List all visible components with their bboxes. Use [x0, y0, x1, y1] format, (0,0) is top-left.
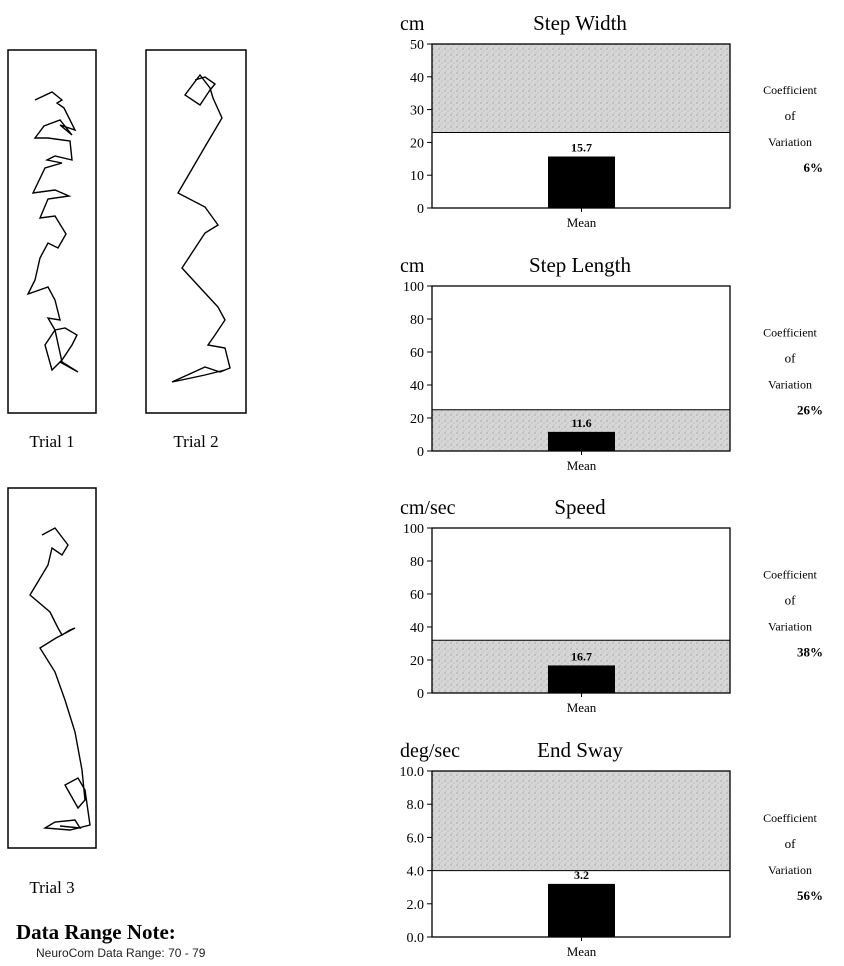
- x-tick-label: Mean: [567, 458, 597, 473]
- cv-label-line-2: of: [785, 836, 797, 851]
- y-tick-label: 30: [410, 104, 424, 119]
- cv-value: 6%: [804, 160, 824, 175]
- trial-1-label: Trial 1: [29, 432, 74, 451]
- cv-label-line-3: Variation: [768, 378, 812, 392]
- x-tick-label: Mean: [567, 700, 597, 715]
- trial-2-path: [171, 73, 231, 383]
- y-tick-label: 100: [403, 522, 424, 537]
- y-tick-label: 10.0: [400, 765, 425, 780]
- cv-label-line-1: Coefficient: [763, 568, 817, 582]
- chart-title: Speed: [554, 495, 606, 519]
- cv-value: 56%: [797, 888, 823, 903]
- normal-range-band: [432, 771, 730, 871]
- trial-2-frame: [145, 49, 247, 414]
- mean-bar: [548, 431, 615, 451]
- cv-label-line-1: Coefficient: [763, 326, 817, 340]
- cv-label-line-3: Variation: [768, 135, 812, 149]
- cv-value: 38%: [797, 645, 823, 660]
- y-tick-label: 50: [410, 38, 424, 53]
- mean-value-label: 16.7: [571, 649, 592, 663]
- mean-value-label: 11.6: [571, 416, 591, 430]
- y-tick-label: 40: [410, 71, 424, 86]
- mean-bar: [548, 665, 615, 693]
- y-tick-label: 80: [410, 555, 424, 570]
- cv-label-line-2: of: [785, 593, 797, 608]
- trial-3-panel: [7, 487, 97, 849]
- trial-3-label: Trial 3: [29, 878, 74, 897]
- chart-3: cm/sec Speed 16.7 0 20 40 60 80 100 Mean Coefficie…: [400, 495, 823, 715]
- chart-title: Step Width: [533, 11, 627, 35]
- y-tick-label: 60: [410, 588, 424, 603]
- trial-2-panel: [145, 49, 247, 414]
- chart-1: cm Step Width 15.7 0 10 20 30 40 50 Mean Coefficie…: [400, 11, 823, 230]
- y-tick-label: 80: [410, 313, 424, 328]
- x-tick-label: Mean: [567, 944, 597, 959]
- cv-label-line-3: Variation: [768, 620, 812, 634]
- chart-unit-label: cm: [400, 13, 425, 35]
- y-tick-label: 20: [410, 654, 424, 669]
- x-tick-label: Mean: [567, 215, 597, 230]
- cv-label-line-3: Variation: [768, 863, 812, 877]
- normal-range-band: [432, 44, 730, 133]
- chart-2: cm Step Length 11.6 0 20 40 60 80 100 Mean Coeffic…: [400, 253, 823, 473]
- gait-charts: cm Step Width 15.7 0 10 20 30 40 50 Mean Coefficie…: [400, 11, 824, 959]
- y-tick-label: 20: [410, 136, 424, 151]
- chart-unit-label: cm: [400, 255, 425, 277]
- y-tick-label: 100: [403, 280, 424, 295]
- cv-label-line-2: of: [785, 351, 797, 366]
- data-range-note-title: Data Range Note:: [16, 920, 176, 944]
- data-range-note-line: NeuroCom Data Range: 70 - 79: [36, 946, 206, 960]
- trial-1-panel: [7, 49, 97, 414]
- mean-value-label: 15.7: [571, 141, 592, 155]
- y-tick-label: 0: [417, 687, 424, 702]
- chart-unit-label: deg/sec: [400, 740, 460, 762]
- mean-bar: [548, 156, 615, 208]
- cv-label-line-1: Coefficient: [763, 83, 817, 97]
- cv-label-line-2: of: [785, 108, 797, 123]
- mean-value-label: 3.2: [574, 868, 589, 882]
- trial-1-frame: [7, 49, 97, 414]
- trial-2-label: Trial 2: [173, 432, 218, 451]
- trial-3-path: [29, 527, 91, 831]
- y-tick-label: 40: [410, 621, 424, 636]
- y-tick-label: 2.0: [407, 898, 425, 913]
- y-tick-label: 60: [410, 346, 424, 361]
- y-tick-label: 0: [417, 202, 424, 217]
- cv-value: 26%: [797, 403, 823, 418]
- y-tick-label: 10: [410, 169, 424, 184]
- trial-1-path: [26, 91, 79, 373]
- chart-title: Step Length: [529, 253, 632, 277]
- mean-bar: [548, 883, 615, 937]
- y-tick-label: 0.0: [407, 931, 425, 946]
- y-tick-label: 6.0: [407, 831, 425, 846]
- y-tick-label: 20: [410, 412, 424, 427]
- y-tick-label: 40: [410, 379, 424, 394]
- chart-unit-label: cm/sec: [400, 497, 456, 519]
- chart-title: End Sway: [537, 738, 623, 762]
- y-tick-label: 8.0: [407, 798, 425, 813]
- y-tick-label: 4.0: [407, 865, 425, 880]
- y-tick-label: 0: [417, 445, 424, 460]
- cv-label-line-1: Coefficient: [763, 811, 817, 825]
- chart-4: deg/sec End Sway 3.2 0.0 2.0 4.0 6.0 8.0 10.0 Mea…: [400, 738, 824, 959]
